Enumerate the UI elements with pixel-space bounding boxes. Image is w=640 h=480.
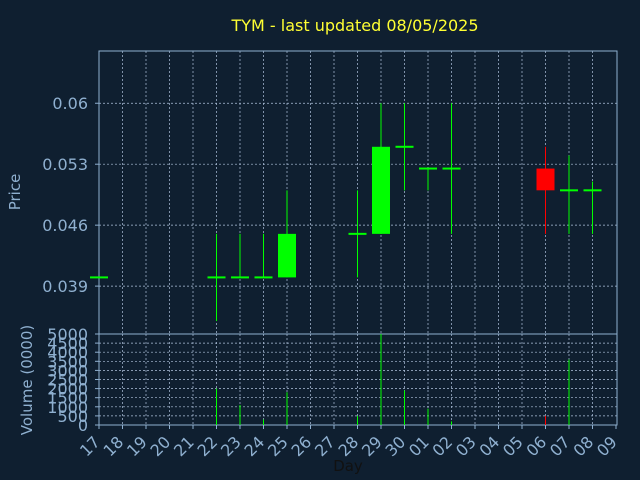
volume-tick-label: 500 (57, 407, 88, 426)
volume-tick-label: 1000 (47, 398, 88, 417)
candle-body (419, 167, 437, 170)
candle-body (254, 276, 273, 279)
candle-body (372, 146, 390, 234)
candle-body (583, 189, 602, 192)
price-tick-label: 0.053 (42, 155, 88, 174)
price-tick-label: 0.06 (52, 94, 88, 113)
candle-body (442, 167, 461, 170)
volume-grid (99, 333, 617, 426)
volume-bars (216, 334, 570, 425)
volume-tick-label: 3500 (47, 352, 88, 371)
day-axis: 1718192021222324252627282930010203040506… (76, 425, 621, 460)
candle-body (536, 168, 555, 191)
price-tick-label: 0.039 (42, 277, 88, 296)
chart-title: TYM - last updated 08/05/2025 (230, 16, 478, 35)
candle-body (207, 276, 226, 279)
candle-body (560, 189, 578, 192)
volume-tick-label: 4500 (47, 334, 88, 353)
candles (90, 103, 602, 321)
volume-tick-label: 2000 (47, 380, 88, 399)
price-axis-label: Price (6, 174, 24, 211)
candle-body (231, 276, 249, 279)
candle-body (278, 233, 296, 278)
day-tick-label: 09 (593, 432, 621, 460)
candle-body (348, 232, 367, 235)
candle-body (90, 276, 108, 279)
price-axis: 0.039 0.046 0.053 0.06 (42, 94, 99, 296)
volume-axis-label: Volume (0000) (18, 325, 36, 435)
volume-tick-label: 2500 (47, 371, 88, 390)
volume-tick-label: 5000 (47, 325, 88, 344)
volume-tick-label: 4000 (47, 343, 88, 362)
price-tick-label: 0.046 (42, 216, 88, 235)
day-axis-label: Day (333, 457, 363, 475)
volume-tick-label: 1500 (47, 389, 88, 408)
volume-tick-label: 0 (78, 416, 88, 435)
volume-tick-label: 3000 (47, 361, 88, 380)
candle-body (395, 145, 414, 148)
